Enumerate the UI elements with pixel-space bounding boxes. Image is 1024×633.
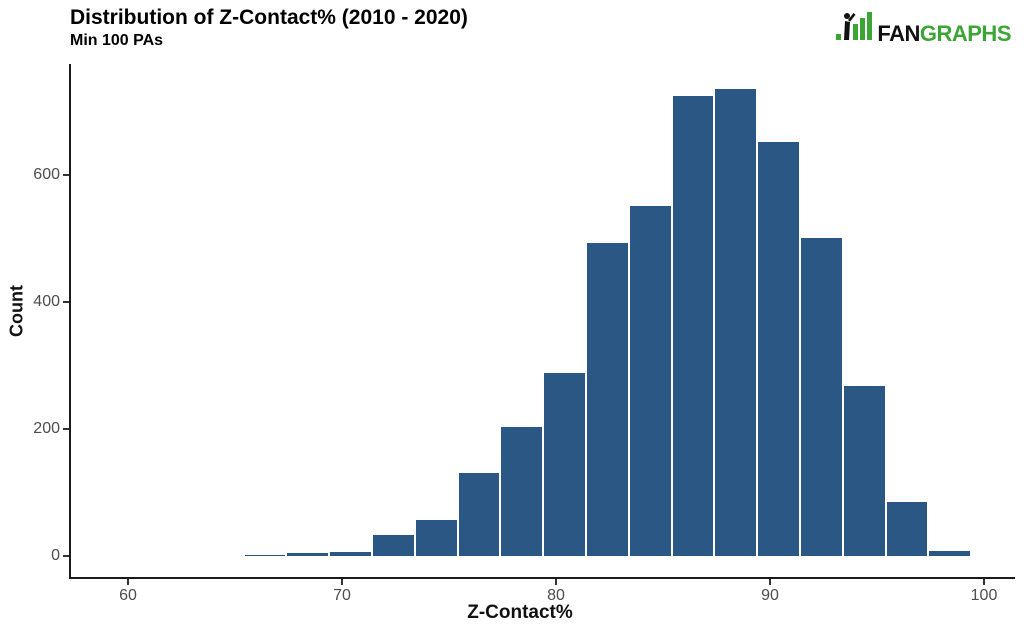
x-tick-label: 90 [761,587,779,604]
histogram-bar [329,550,372,556]
y-tick-mark [63,428,69,430]
y-tick-mark [63,301,69,303]
histogram-bar [800,237,843,556]
logo-text-fan: FAN [877,21,920,46]
x-axis-line [69,577,1015,579]
histogram-bar [286,552,330,556]
histogram-bar [586,242,629,556]
histogram-bar [414,519,458,556]
histogram-bar [243,554,287,556]
x-tick-label: 100 [970,587,998,604]
y-tick-label: 600 [33,166,60,183]
histogram-bar [842,385,886,556]
histogram-bar [628,204,672,556]
histogram-bar [757,140,800,556]
y-tick-label: 200 [33,420,60,437]
x-tick-label: 60 [119,587,137,604]
histogram-bar [928,550,972,556]
histogram-bar [372,533,415,556]
x-tick-mark [555,579,557,585]
y-axis-title: Count [6,284,27,337]
x-tick-label: 80 [547,587,565,604]
x-tick-mark [341,579,343,585]
fangraphs-batter-barchart-icon [836,11,874,45]
y-tick-mark [63,174,69,176]
y-tick-label: 400 [33,293,60,310]
x-axis-title: Z-Contact% [467,602,573,623]
chart-title: Distribution of Z-Contact% (2010 - 2020) [70,6,468,29]
x-tick-mark [983,579,985,585]
x-tick-mark [127,579,129,585]
histogram-bar [543,371,586,557]
x-tick-label: 70 [333,587,351,604]
chart-subtitle: Min 100 PAs [70,32,164,49]
histogram-bar [457,472,501,556]
histogram-bar [885,500,929,556]
y-tick-mark [63,555,69,557]
histogram-bar [671,95,715,556]
y-tick-label: 0 [51,547,60,564]
histogram-bar [714,88,758,556]
x-tick-mark [769,579,771,585]
fangraphs-logo: FANGRAPHS [836,11,1012,46]
histogram-bar [500,425,544,556]
logo-text-graphs: GRAPHS [919,21,1012,46]
y-axis-line [69,64,71,579]
